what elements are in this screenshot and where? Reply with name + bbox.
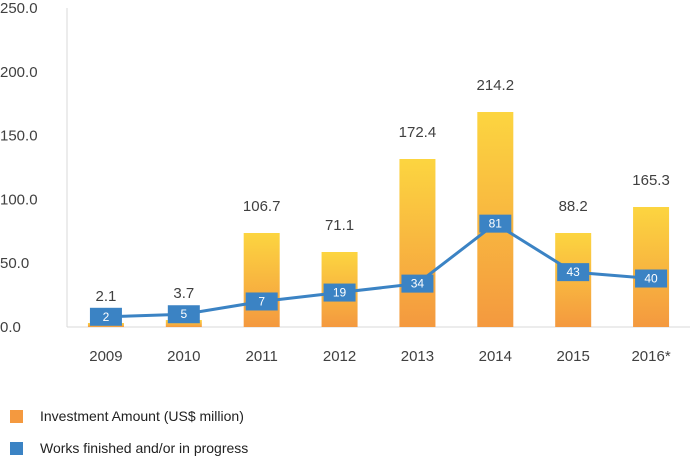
legend-label-investment: Investment Amount (US$ million) — [40, 408, 244, 424]
bar-value-label: 106.7 — [243, 198, 281, 215]
line-value-label: 5 — [180, 307, 187, 321]
bars — [87, 112, 670, 327]
line-value-label: 43 — [567, 265, 581, 279]
y-tick-label: 150.0 — [0, 128, 38, 145]
bar-value-label: 3.7 — [173, 285, 194, 302]
line-value-label: 2 — [103, 310, 110, 324]
line-marker — [167, 305, 200, 324]
y-tick-label: 250.0 — [0, 0, 38, 17]
y-tick-label: 50.0 — [0, 255, 29, 272]
x-tick-label: 2014 — [479, 348, 512, 365]
y-tick-label: 200.0 — [0, 64, 38, 81]
x-tick-label: 2011 — [246, 348, 278, 365]
line-value-label: 7 — [258, 294, 265, 308]
x-tick-label: 2015 — [557, 348, 590, 365]
line-value-label: 34 — [411, 277, 425, 291]
legend-item-investment: Investment Amount (US$ million) — [10, 408, 244, 424]
legend-swatch-works — [10, 441, 23, 455]
line-marker — [635, 269, 668, 288]
bar-value-label: 71.1 — [325, 217, 354, 234]
line-marker — [323, 283, 356, 302]
line-value-label: 81 — [489, 217, 503, 231]
x-tick-label: 2012 — [323, 348, 356, 365]
bar-value-label: 88.2 — [559, 198, 588, 215]
line-marker — [557, 263, 590, 282]
legend-swatch-investment — [10, 409, 23, 423]
line-marker — [479, 214, 512, 233]
y-axis-ticks: 0.0 50.0 100.0 150.0 200.0 250.0 — [0, 0, 38, 336]
x-tick-label: 2016* — [631, 348, 670, 365]
x-tick-label: 2013 — [401, 348, 434, 365]
y-tick-label: 0.0 — [0, 319, 21, 336]
bar — [165, 320, 202, 327]
line-marker — [245, 292, 278, 311]
y-tick-label: 100.0 — [0, 191, 38, 208]
line-value-label: 19 — [333, 286, 347, 300]
legend-label-works: Works finished and/or in progress — [40, 440, 249, 456]
bar-value-label: 172.4 — [399, 124, 437, 141]
line-marker — [401, 274, 434, 293]
bar-value-label: 214.2 — [477, 77, 515, 94]
bar — [399, 159, 436, 327]
x-tick-label: 2009 — [89, 348, 122, 365]
bar-value-label: 2.1 — [96, 288, 117, 305]
x-tick-label: 2010 — [167, 348, 200, 365]
x-axis-ticks: 2009 2010 2011 2012 2013 2014 2015 2016* — [89, 348, 671, 365]
line-marker — [89, 307, 122, 326]
bar-value-label: 165.3 — [632, 172, 670, 189]
bar — [243, 233, 280, 327]
bar-labels: 2.1 3.7 106.7 71.1 172.4 214.2 88.2 165.3 — [96, 77, 670, 305]
bar — [633, 207, 670, 327]
line-value-label: 40 — [644, 272, 658, 286]
line-markers: 2 5 7 19 34 81 43 40 — [89, 214, 668, 326]
legend-item-works: Works finished and/or in progress — [10, 440, 248, 456]
